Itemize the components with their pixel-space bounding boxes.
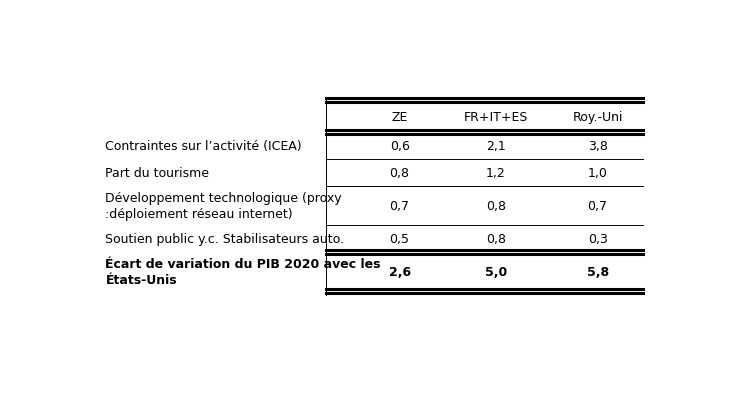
- Text: 0,5: 0,5: [390, 232, 410, 245]
- Text: 0,8: 0,8: [485, 199, 506, 212]
- Text: Contraintes sur l’activité (ICEA): Contraintes sur l’activité (ICEA): [105, 139, 302, 153]
- Text: Roy.-Uni: Roy.-Uni: [572, 110, 623, 123]
- Text: 2,1: 2,1: [486, 139, 506, 153]
- Text: Soutien public y.c. Stabilisateurs auto.: Soutien public y.c. Stabilisateurs auto.: [105, 232, 345, 245]
- Text: 0,8: 0,8: [390, 166, 410, 179]
- Text: 1,0: 1,0: [588, 166, 607, 179]
- Text: ZE: ZE: [391, 110, 408, 123]
- Text: FR+IT+ES: FR+IT+ES: [464, 110, 528, 123]
- Text: 0,7: 0,7: [588, 199, 607, 212]
- Text: Développement technologique (proxy
:déploiement réseau internet): Développement technologique (proxy :dépl…: [105, 191, 342, 220]
- Text: 0,8: 0,8: [485, 232, 506, 245]
- Text: 1,2: 1,2: [486, 166, 506, 179]
- Text: 5,8: 5,8: [586, 265, 609, 279]
- Text: 5,0: 5,0: [485, 265, 507, 279]
- Text: 0,3: 0,3: [588, 232, 607, 245]
- Text: Part du tourisme: Part du tourisme: [105, 166, 210, 179]
- Text: Écart de variation du PIB 2020 avec les
États-Unis: Écart de variation du PIB 2020 avec les …: [105, 257, 381, 286]
- Text: 0,7: 0,7: [390, 199, 410, 212]
- Text: 0,6: 0,6: [390, 139, 410, 153]
- Text: 2,6: 2,6: [388, 265, 411, 279]
- Text: 3,8: 3,8: [588, 139, 607, 153]
